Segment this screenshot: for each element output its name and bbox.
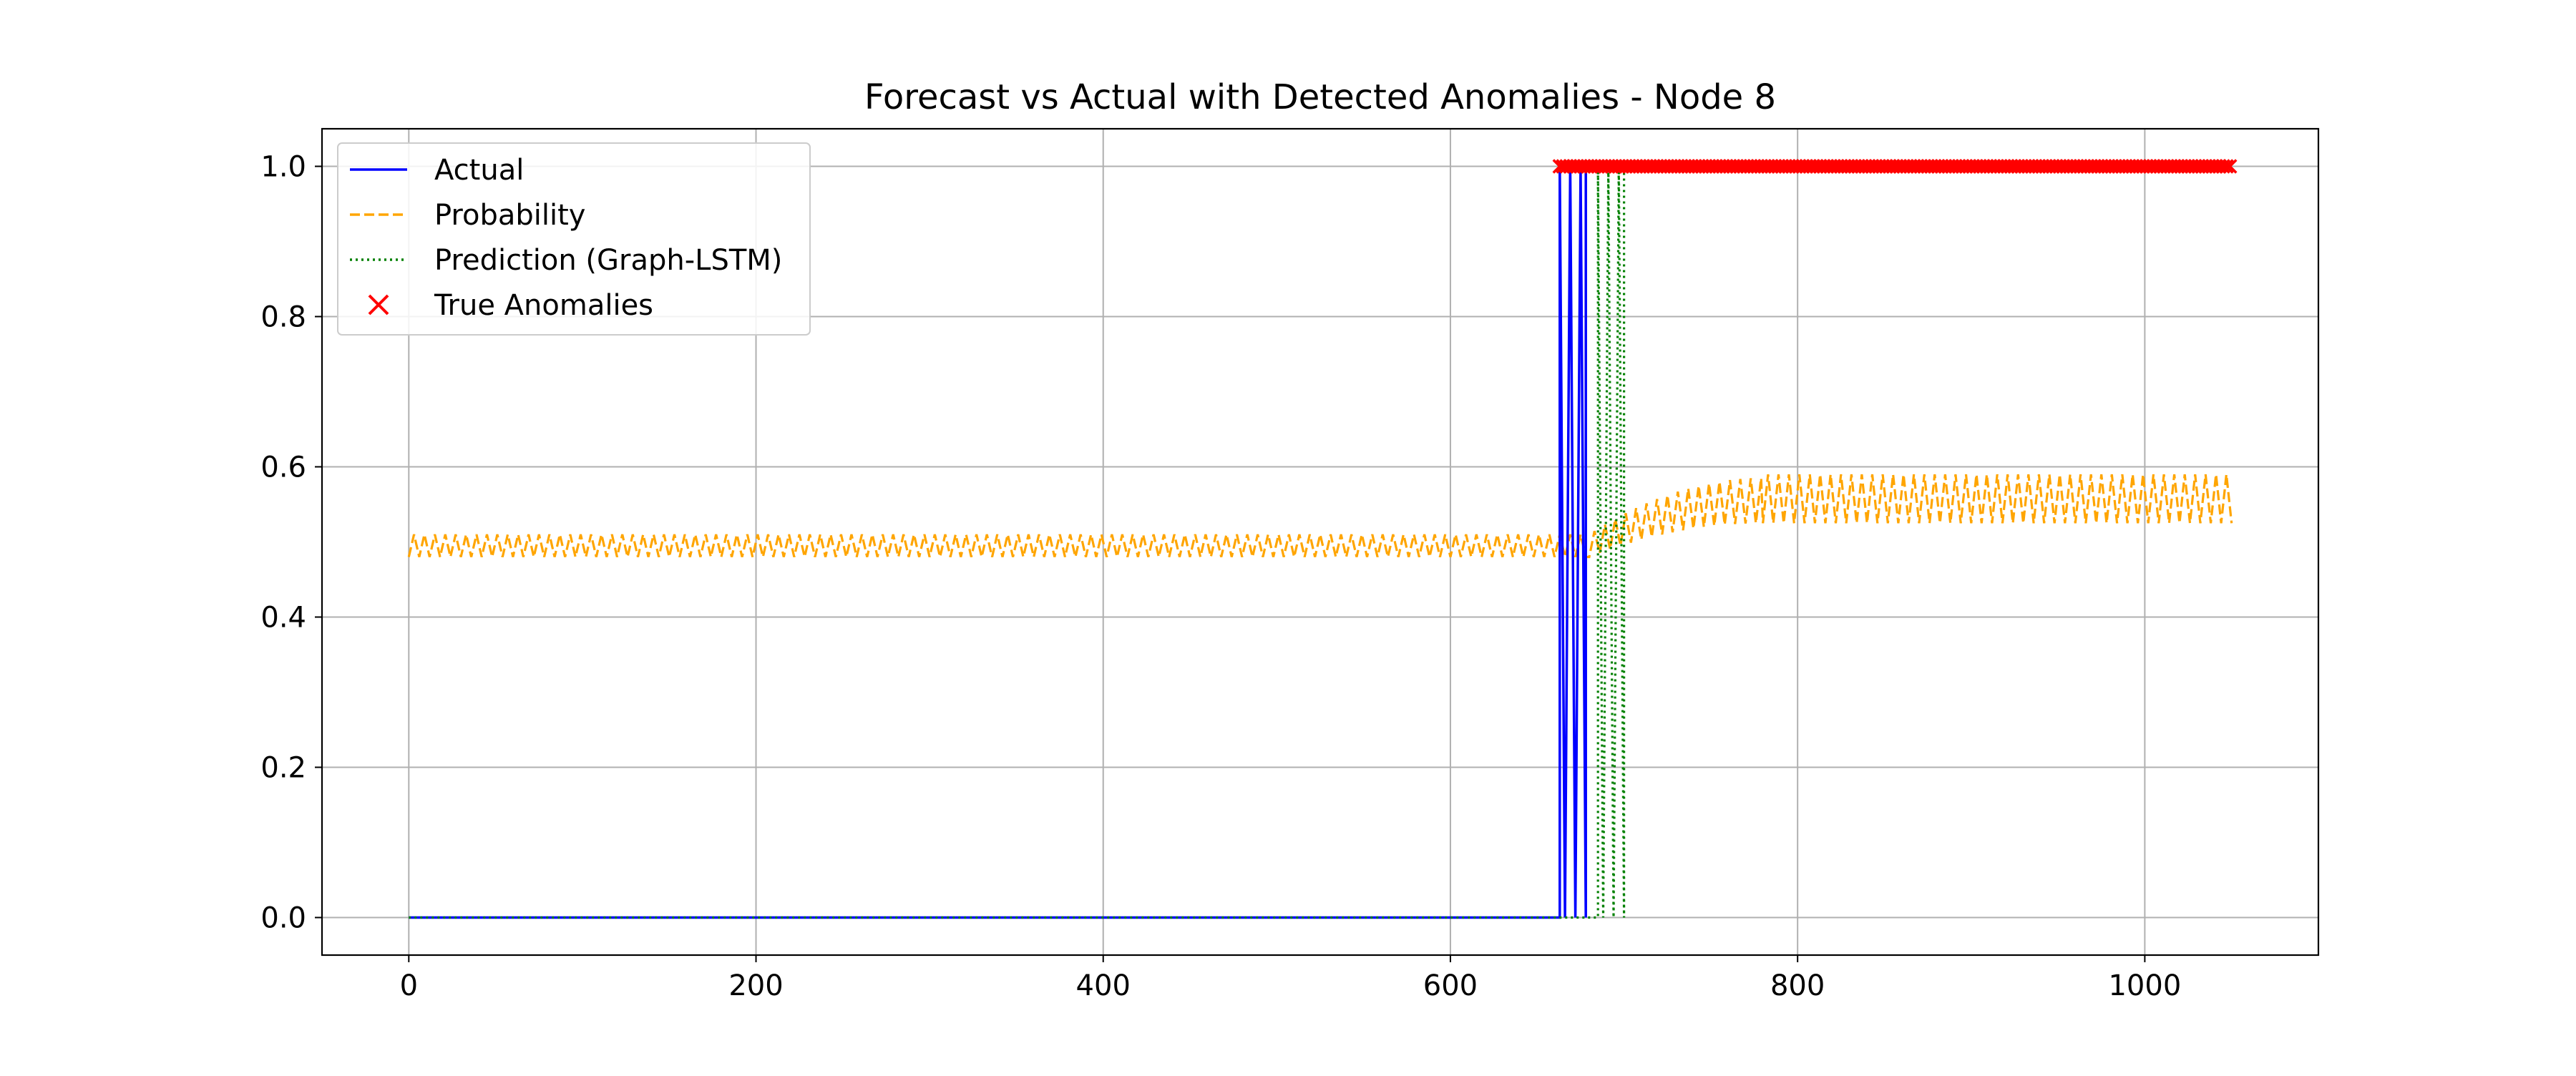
anomaly-marker bbox=[2219, 159, 2234, 174]
legend-label-probability: Probability bbox=[434, 199, 585, 232]
y-tick-label: 0.4 bbox=[260, 602, 306, 635]
legend-label-prediction-graph-lstm: Prediction (Graph-LSTM) bbox=[434, 244, 782, 277]
legend-box bbox=[337, 142, 811, 336]
y-tick-label: 1.0 bbox=[260, 151, 306, 184]
y-tick-label: 0.6 bbox=[260, 451, 306, 484]
x-tick-label: 1000 bbox=[2108, 969, 2181, 1002]
x-tick-label: 0 bbox=[400, 969, 418, 1002]
plot-frame bbox=[321, 127, 2320, 957]
legend-swatch-true-anomalies bbox=[368, 294, 389, 316]
x-tick-label: 800 bbox=[1770, 969, 1825, 1002]
anomaly-marker bbox=[2223, 159, 2238, 174]
legend-label-actual: Actual bbox=[434, 154, 524, 187]
chart-title: Forecast vs Actual with Detected Anomali… bbox=[864, 77, 1776, 117]
y-tick-label: 0.0 bbox=[260, 902, 306, 935]
y-tick-label: 0.2 bbox=[260, 752, 306, 785]
x-tick-label: 400 bbox=[1076, 969, 1131, 1002]
legend-label-true-anomalies: True Anomalies bbox=[434, 289, 653, 322]
y-tick-label: 0.8 bbox=[260, 301, 306, 334]
x-tick-label: 200 bbox=[728, 969, 783, 1002]
series-line-probability bbox=[407, 474, 2233, 559]
series-line-actual bbox=[409, 165, 2232, 919]
series-line-prediction-graph-lstm bbox=[409, 165, 2232, 919]
x-tick-label: 600 bbox=[1423, 969, 1478, 1002]
